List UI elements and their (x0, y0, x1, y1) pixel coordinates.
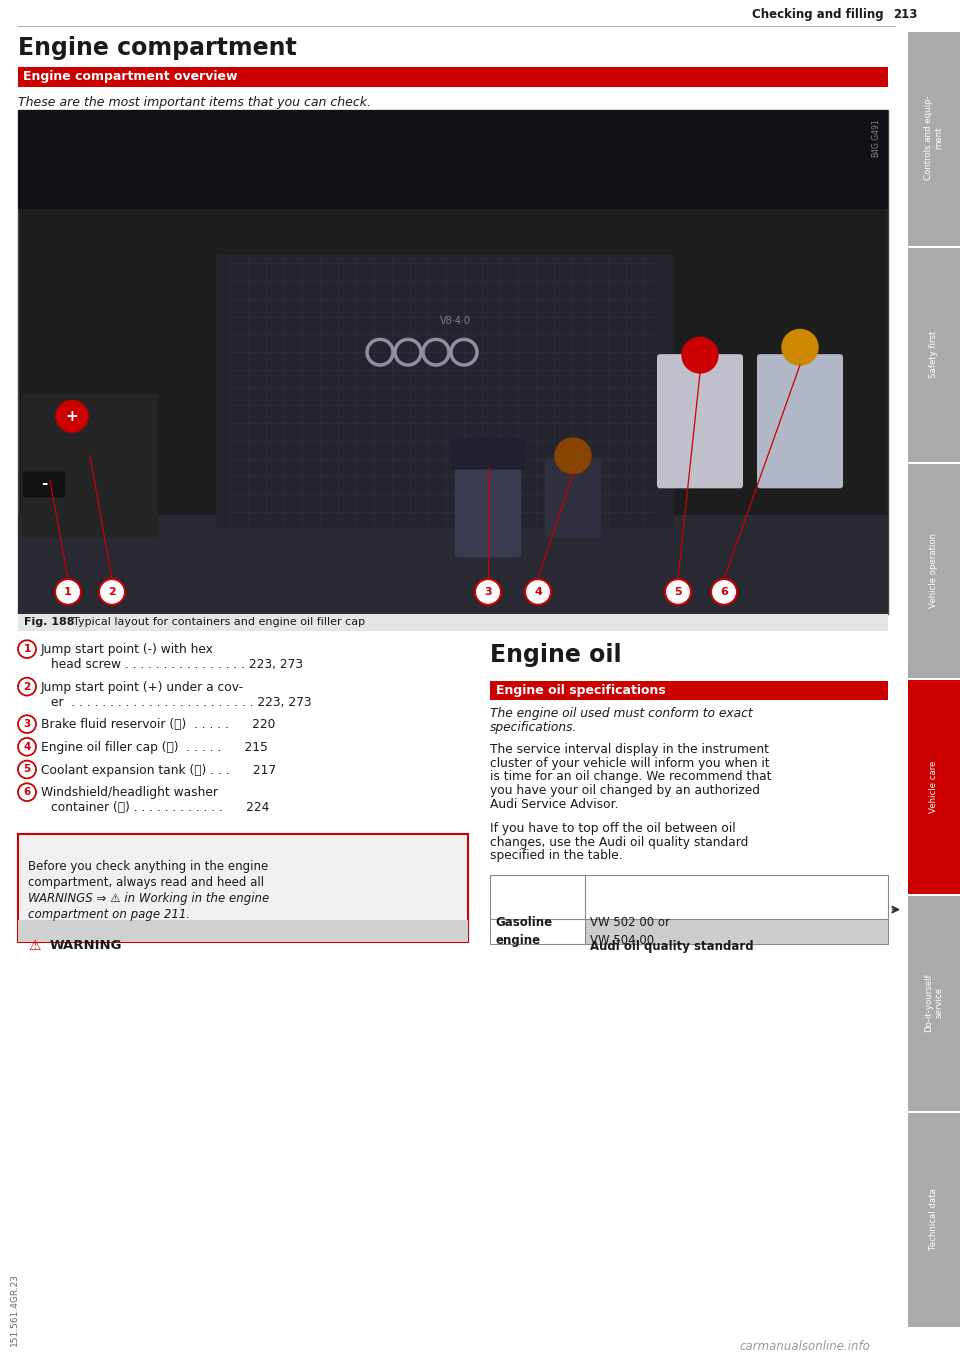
Text: Before you check anything in the engine: Before you check anything in the engine (28, 860, 268, 874)
Circle shape (475, 578, 501, 604)
Text: The service interval display in the instrument: The service interval display in the inst… (490, 743, 769, 755)
Text: Engine oil specifications: Engine oil specifications (496, 683, 665, 697)
Text: changes, use the Audi oil quality standard: changes, use the Audi oil quality standa… (490, 836, 749, 849)
Circle shape (56, 400, 88, 431)
Circle shape (55, 578, 81, 604)
Text: head screw . . . . . . . . . . . . . . . . 223, 273: head screw . . . . . . . . . . . . . . .… (51, 657, 303, 671)
Text: 3: 3 (23, 719, 31, 729)
Text: 1: 1 (64, 587, 72, 597)
FancyBboxPatch shape (908, 680, 960, 894)
Text: Technical data: Technical data (929, 1188, 939, 1249)
Text: Jump start point (-) with hex: Jump start point (-) with hex (41, 644, 214, 656)
Text: Do-it-yourself
service: Do-it-yourself service (924, 973, 944, 1032)
Text: Checking and filling: Checking and filling (752, 8, 883, 20)
Text: Controls and equip-
ment: Controls and equip- ment (924, 95, 944, 180)
Text: V8·4·0: V8·4·0 (440, 316, 470, 325)
Text: 151.561.4GR.23: 151.561.4GR.23 (10, 1273, 19, 1346)
Text: 6: 6 (720, 587, 728, 597)
FancyBboxPatch shape (216, 255, 674, 529)
Text: WARNINGS ⇒ ⚠ in Working in the engine: WARNINGS ⇒ ⚠ in Working in the engine (28, 891, 269, 905)
FancyBboxPatch shape (757, 354, 843, 489)
Circle shape (555, 438, 591, 474)
Text: you have your oil changed by an authorized: you have your oil changed by an authoriz… (490, 784, 760, 798)
FancyBboxPatch shape (490, 680, 888, 701)
Text: compartment on page 211.: compartment on page 211. (28, 908, 190, 920)
Circle shape (525, 578, 551, 604)
Text: Coolant expansion tank (⛷) . . .      217: Coolant expansion tank (⛷) . . . 217 (41, 764, 276, 777)
Circle shape (711, 578, 737, 604)
Text: ⚠: ⚠ (28, 939, 40, 953)
FancyBboxPatch shape (908, 31, 960, 246)
Text: er  . . . . . . . . . . . . . . . . . . . . . . . . 223, 273: er . . . . . . . . . . . . . . . . . . .… (51, 695, 312, 709)
Text: The engine oil used must conform to exact: The engine oil used must conform to exac… (490, 708, 753, 720)
Text: 4: 4 (23, 742, 31, 751)
FancyBboxPatch shape (22, 393, 158, 538)
Text: WARNING: WARNING (50, 939, 123, 953)
Text: Typical layout for containers and engine oil filler cap: Typical layout for containers and engine… (66, 617, 365, 626)
Text: VW 502 00 or
VW 504 00: VW 502 00 or VW 504 00 (590, 916, 670, 947)
Text: 2: 2 (108, 587, 116, 597)
FancyBboxPatch shape (908, 248, 960, 461)
Text: Audi oil quality standard: Audi oil quality standard (590, 940, 754, 953)
Text: Fig. 188: Fig. 188 (24, 617, 75, 626)
Text: Engine compartment overview: Engine compartment overview (23, 69, 237, 83)
FancyBboxPatch shape (18, 834, 468, 942)
FancyBboxPatch shape (18, 110, 888, 614)
FancyBboxPatch shape (490, 875, 888, 945)
Circle shape (99, 578, 125, 604)
Text: Gasoline
engine: Gasoline engine (495, 916, 552, 947)
FancyBboxPatch shape (23, 471, 65, 497)
Text: Safety first: Safety first (929, 331, 939, 377)
Text: is time for an oil change. We recommend that: is time for an oil change. We recommend … (490, 770, 772, 784)
Text: These are the most important items that you can check.: These are the most important items that … (18, 95, 371, 109)
Text: 6: 6 (23, 787, 31, 798)
Text: B4G.G491: B4G.G491 (871, 118, 880, 157)
Text: Audi Service Advisor.: Audi Service Advisor. (490, 798, 618, 811)
Text: Vehicle operation: Vehicle operation (929, 532, 939, 608)
Text: +: + (65, 408, 79, 423)
Text: 5: 5 (23, 765, 31, 774)
FancyBboxPatch shape (657, 354, 743, 489)
Text: 213: 213 (893, 8, 918, 20)
Text: Jump start point (+) under a cov-: Jump start point (+) under a cov- (41, 680, 244, 694)
Text: Engine oil: Engine oil (490, 644, 622, 667)
Text: container (⛷) . . . . . . . . . . . .      224: container (⛷) . . . . . . . . . . . . 22… (51, 802, 270, 814)
Text: -: - (41, 476, 47, 491)
Text: 5: 5 (674, 587, 682, 597)
Text: compartment, always read and heed all: compartment, always read and heed all (28, 876, 264, 889)
Text: carmanualsonline.info: carmanualsonline.info (739, 1339, 870, 1353)
Text: Windshield/headlight washer: Windshield/headlight washer (41, 787, 218, 799)
Text: 1: 1 (23, 644, 31, 655)
FancyBboxPatch shape (908, 464, 960, 678)
FancyBboxPatch shape (18, 920, 468, 942)
Circle shape (782, 329, 818, 365)
Text: specified in the table.: specified in the table. (490, 849, 623, 863)
Text: 4: 4 (534, 587, 542, 597)
Text: Engine oil filler cap (⛷)  . . . . .      215: Engine oil filler cap (⛷) . . . . . 215 (41, 740, 268, 754)
FancyBboxPatch shape (545, 457, 601, 538)
Text: Brake fluid reservoir (ⓞ)  . . . . .      220: Brake fluid reservoir (ⓞ) . . . . . 220 (41, 719, 276, 731)
Text: 2: 2 (23, 682, 31, 691)
Circle shape (665, 578, 691, 604)
FancyBboxPatch shape (18, 514, 888, 614)
Circle shape (682, 338, 718, 373)
FancyBboxPatch shape (585, 920, 888, 945)
FancyBboxPatch shape (18, 67, 888, 87)
FancyBboxPatch shape (908, 1113, 960, 1327)
FancyBboxPatch shape (455, 463, 521, 558)
Text: If you have to top off the oil between oil: If you have to top off the oil between o… (490, 822, 735, 834)
FancyBboxPatch shape (18, 110, 888, 210)
Text: cluster of your vehicle will inform you when it: cluster of your vehicle will inform you … (490, 757, 770, 770)
Text: Vehicle care: Vehicle care (929, 761, 939, 813)
Text: Engine compartment: Engine compartment (18, 35, 297, 60)
Text: specifications.: specifications. (490, 721, 577, 734)
FancyBboxPatch shape (18, 614, 888, 632)
FancyBboxPatch shape (451, 438, 525, 470)
Text: 3: 3 (484, 587, 492, 597)
FancyBboxPatch shape (908, 897, 960, 1111)
